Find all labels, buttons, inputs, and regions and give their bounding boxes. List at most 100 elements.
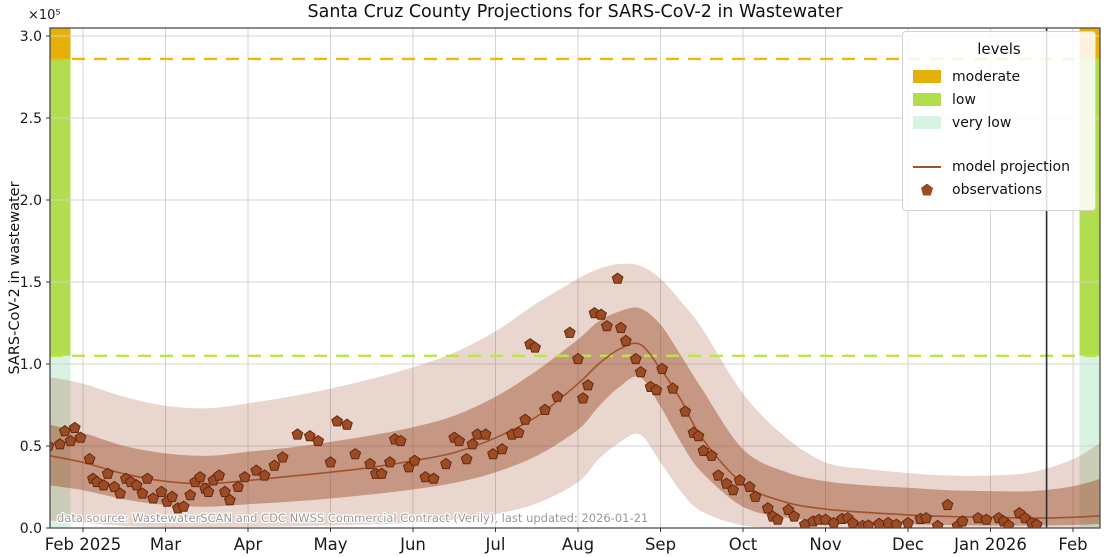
observation-marker	[788, 510, 801, 522]
observation-marker	[97, 479, 110, 491]
observation-marker	[539, 403, 551, 415]
observation-marker	[1030, 518, 1043, 528]
legend-title: levels	[977, 40, 1021, 58]
observation-marker	[364, 457, 376, 470]
legend-label-low: low	[952, 91, 976, 108]
y-tick-label: 1.0	[20, 357, 42, 373]
observation-marker	[384, 456, 396, 468]
x-axis-ticks: Feb 2025 Mar Apr May Jun Jul Aug Sep Oct Nov Dec Ja…	[45, 528, 1088, 554]
uncertainty-band-outer	[50, 263, 1100, 528]
y-tick-label: 0.5	[20, 439, 42, 455]
observation-marker	[529, 341, 541, 353]
y-tick-label: 2.0	[20, 193, 42, 209]
observation-marker	[83, 452, 96, 465]
legend-spacer	[913, 134, 1085, 155]
observation-points	[50, 272, 1043, 528]
observation-marker	[611, 272, 624, 284]
observation-marker	[595, 308, 607, 320]
observation-marker	[64, 434, 77, 447]
observation-marker	[291, 428, 304, 440]
observation-marker	[141, 472, 154, 484]
observation-marker	[453, 434, 466, 447]
chart-title: Santa Cruz County Projections for SARS-C…	[307, 2, 843, 22]
legend-label-very-low: very low	[952, 114, 1012, 131]
observation-marker	[74, 431, 87, 443]
observation-marker	[577, 392, 589, 404]
y-tick-label: 3.0	[20, 29, 42, 45]
observation-marker	[54, 438, 66, 450]
observation-marker	[666, 382, 679, 394]
observation-marker	[341, 418, 353, 430]
observation-marker	[771, 513, 784, 525]
moderate-level-swatch	[913, 70, 941, 83]
observation-marker	[1002, 519, 1015, 528]
x-tick-label: Aug	[562, 535, 594, 554]
observation-marker	[375, 467, 388, 479]
observation-marker	[268, 459, 281, 471]
observation-marker	[749, 490, 762, 502]
observation-marker	[184, 488, 197, 501]
observation-marker	[920, 511, 933, 524]
observation-marker	[487, 447, 499, 460]
observation-marker	[972, 511, 985, 524]
y-tick-label: 2.5	[20, 111, 42, 127]
observation-marker	[600, 320, 613, 332]
model-projection-line-icon	[913, 165, 941, 168]
x-tick-label: Jun	[399, 535, 426, 554]
observation-marker	[712, 469, 725, 481]
observation-marker	[258, 469, 271, 481]
observation-marker	[194, 470, 207, 483]
observation-marker	[931, 519, 944, 528]
observation-marker	[697, 444, 710, 456]
observation-marker	[68, 421, 81, 433]
x-tick-label: Feb 2025	[45, 535, 121, 554]
observation-marker	[519, 413, 532, 425]
observation-marker	[615, 321, 627, 333]
observation-marker	[733, 474, 746, 486]
observation-marker	[324, 456, 337, 468]
observation-marker	[427, 472, 440, 484]
y-tick-label: 1.5	[20, 275, 42, 291]
low-level-swatch	[913, 93, 941, 106]
observation-marker	[980, 513, 993, 525]
observation-marker	[303, 429, 316, 442]
observation-marker	[619, 334, 632, 347]
legend-item-very-low: very low	[913, 111, 1085, 134]
observation-marker	[572, 352, 584, 365]
observation-marker	[496, 443, 508, 455]
uncertainty-band-inner	[50, 307, 1100, 526]
observation-marker	[108, 480, 121, 492]
observation-marker	[155, 485, 168, 497]
observation-marker	[460, 452, 473, 465]
observation-marker	[50, 440, 55, 451]
y-axis-offset-label: ×10⁵	[28, 8, 61, 23]
observation-marker	[130, 479, 143, 491]
legend-label-moderate: moderate	[952, 68, 1021, 85]
plot-border	[49, 27, 1101, 529]
observation-marker	[232, 480, 244, 492]
legend-item-low: low	[913, 88, 1085, 111]
y-axis-ticks: 0.0 0.5 1.0 1.5 2.0 2.5 3.0	[20, 29, 50, 537]
observation-marker	[419, 470, 432, 483]
x-tick-label: Feb	[1058, 535, 1087, 554]
observation-marker	[408, 454, 421, 466]
legend-item-moderate: moderate	[913, 65, 1085, 88]
observation-marker	[312, 434, 325, 447]
x-tick-label: Jul	[485, 535, 506, 554]
observation-marker	[250, 464, 263, 476]
observation-marker	[394, 434, 407, 447]
legend: levels moderate low very low model proje…	[902, 31, 1096, 211]
observation-marker	[582, 379, 594, 391]
observation-marker	[276, 451, 289, 463]
x-tick-label: Sep	[645, 535, 676, 554]
observation-marker	[720, 477, 733, 489]
very-low-level-swatch	[913, 116, 941, 129]
observation-marker	[466, 438, 479, 450]
x-tick-label: May	[313, 535, 347, 554]
x-tick-label: Dec	[892, 535, 924, 554]
legend-label-observations: observations	[952, 181, 1043, 198]
observation-marker	[114, 487, 127, 499]
y-tick-label: 0.0	[20, 521, 42, 537]
observation-marker	[634, 365, 647, 378]
